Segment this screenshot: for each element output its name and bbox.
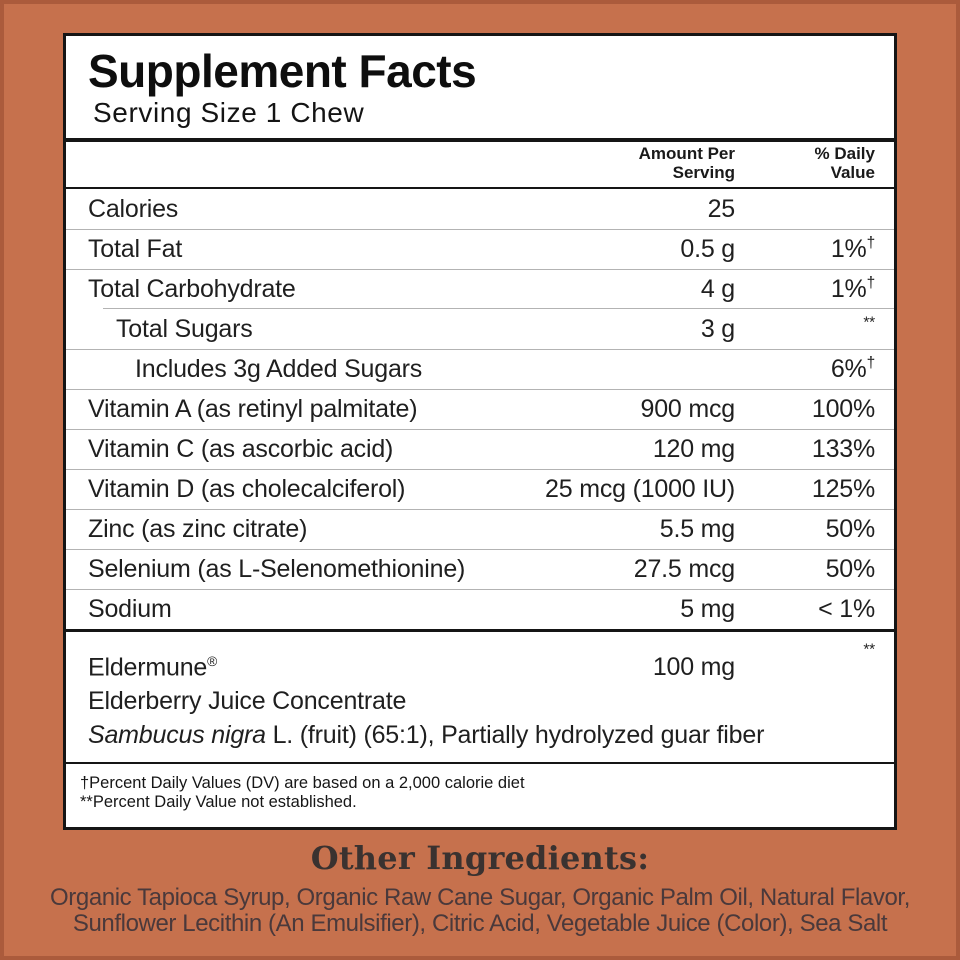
nutrient-daily-value: 1%† xyxy=(830,234,876,263)
table-row-total-sugars: Total Sugars 3 g ** xyxy=(66,308,894,349)
other-ingredients-section: Other Ingredients: Organic Tapioca Syrup… xyxy=(0,838,960,937)
nutrient-amount: 5 mg xyxy=(680,595,735,623)
table-row-vitamin-c: Vitamin C (as ascorbic acid) 120 mg 133% xyxy=(66,429,894,469)
nutrient-name: Includes 3g Added Sugars xyxy=(135,355,423,383)
blend-name: Eldermune® xyxy=(88,653,218,682)
table-row-sodium: Sodium 5 mg < 1% xyxy=(66,589,894,629)
table-row-added-sugars: Includes 3g Added Sugars 6%† xyxy=(66,349,894,389)
other-ingredients-heading: Other Ingredients: xyxy=(310,839,650,877)
blend-daily-value: ** xyxy=(735,641,875,667)
nutrient-daily-value: ** xyxy=(735,315,875,344)
nutrient-daily-value: 100% xyxy=(811,395,875,423)
nutrient-daily-value: 6%† xyxy=(830,354,876,383)
asterisk-footnote-mark: ** xyxy=(863,314,875,332)
panel-header: Supplement Facts Serving Size 1 Chew xyxy=(66,36,894,142)
column-header-dv-line1: % Daily xyxy=(814,144,875,163)
column-header-dv-line2: Value xyxy=(830,163,875,182)
nutrient-daily-value: 125% xyxy=(811,475,875,503)
serving-size: Serving Size 1 Chew xyxy=(93,97,365,128)
nutrient-amount: 900 mcg xyxy=(640,395,736,423)
column-headers: Amount Per Serving % Daily Value xyxy=(66,142,894,189)
proprietary-blend-block: Eldermune® 100 mg ** Elderberry Juice Co… xyxy=(66,629,894,762)
nutrient-amount: 4 g xyxy=(700,275,735,303)
table-row-selenium: Selenium (as L-Selenomethionine) 27.5 mc… xyxy=(66,549,894,589)
nutrient-name: Total Sugars xyxy=(116,314,253,343)
column-header-amount: Amount Per Serving xyxy=(545,144,735,182)
other-ingredients-line1: Organic Tapioca Syrup, Organic Raw Cane … xyxy=(50,884,910,911)
nutrient-name: Total Carbohydrate xyxy=(88,275,296,303)
blend-latin-name: Sambucus nigra L. (fruit) (65:1), Partia… xyxy=(88,721,765,750)
nutrient-name: Vitamin D (as cholecalciferol) xyxy=(88,475,406,503)
supplement-facts-panel: Supplement Facts Serving Size 1 Chew Amo… xyxy=(63,33,897,830)
table-row-calories: Calories 25 xyxy=(66,189,894,229)
registered-trademark-mark: ® xyxy=(207,654,218,669)
footnote-not-established: **Percent Daily Value not established. xyxy=(80,793,357,812)
nutrient-amount: 0.5 g xyxy=(680,235,735,263)
nutrient-daily-value: 133% xyxy=(811,435,875,463)
table-row-zinc: Zinc (as zinc citrate) 5.5 mg 50% xyxy=(66,509,894,549)
blend-amount: 100 mg xyxy=(652,653,735,682)
nutrient-daily-value: < 1% xyxy=(818,595,875,623)
column-header-daily-value: % Daily Value xyxy=(735,144,875,182)
nutrient-table: Calories 25 Total Fat 0.5 g 1%† Total Ca… xyxy=(66,189,894,629)
nutrient-name: Zinc (as zinc citrate) xyxy=(88,515,308,543)
nutrient-amount: 120 mg xyxy=(652,435,735,463)
latin-species-italic: Sambucus nigra xyxy=(88,721,266,750)
nutrient-daily-value: 1%† xyxy=(830,274,876,303)
nutrient-name: Sodium xyxy=(88,595,172,623)
panel-title: Supplement Facts xyxy=(88,45,477,97)
nutrient-amount: 25 mcg (1000 IU) xyxy=(545,475,735,503)
column-header-amount-line2: Serving xyxy=(672,163,735,182)
nutrient-name: Selenium (as L-Selenomethionine) xyxy=(88,555,466,583)
blend-description: Elderberry Juice Concentrate xyxy=(88,687,407,716)
dagger-footnote-mark: † xyxy=(866,274,876,292)
nutrient-name: Vitamin A (as retinyl palmitate) xyxy=(88,395,418,423)
nutrient-amount: 27.5 mcg xyxy=(633,555,735,583)
footnote-daily-values: †Percent Daily Values (DV) are based on … xyxy=(80,774,525,793)
nutrient-name: Vitamin C (as ascorbic acid) xyxy=(88,435,394,463)
nutrient-amount: 5.5 mg xyxy=(659,515,735,543)
nutrient-daily-value: 50% xyxy=(825,555,876,583)
column-header-amount-line1: Amount Per xyxy=(638,144,735,163)
asterisk-footnote-mark: ** xyxy=(863,641,875,659)
table-row-vitamin-a: Vitamin A (as retinyl palmitate) 900 mcg… xyxy=(66,389,894,429)
nutrient-amount: 3 g xyxy=(700,314,735,343)
blend-row: Eldermune® 100 mg ** xyxy=(88,641,875,684)
other-ingredients-line2: Sunflower Lecithin (An Emulsifier), Citr… xyxy=(72,910,888,937)
table-row-total-fat: Total Fat 0.5 g 1%† xyxy=(66,229,894,269)
dagger-footnote-mark: † xyxy=(866,234,876,252)
table-row-total-carbohydrate: Total Carbohydrate 4 g 1%† xyxy=(66,269,894,309)
table-row-vitamin-d: Vitamin D (as cholecalciferol) 25 mcg (1… xyxy=(66,469,894,509)
dagger-footnote-mark: † xyxy=(866,354,876,372)
nutrient-daily-value: 50% xyxy=(825,515,876,543)
nutrient-amount: 25 xyxy=(707,194,736,223)
footnotes: †Percent Daily Values (DV) are based on … xyxy=(66,762,894,820)
nutrient-name: Calories xyxy=(88,194,179,223)
nutrient-name: Total Fat xyxy=(88,235,183,263)
